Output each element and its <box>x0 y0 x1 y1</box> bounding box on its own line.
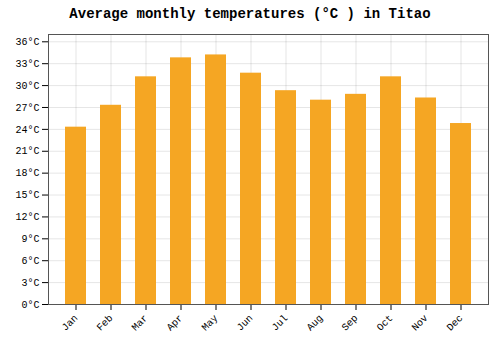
svg-text:12°C: 12°C <box>15 212 39 223</box>
svg-text:0°C: 0°C <box>21 300 39 311</box>
svg-text:Dec: Dec <box>445 313 466 334</box>
svg-text:6°C: 6°C <box>21 256 39 267</box>
svg-text:3°C: 3°C <box>21 278 39 289</box>
svg-text:21°C: 21°C <box>15 146 39 157</box>
svg-text:Aug: Aug <box>305 313 326 334</box>
svg-text:Oct: Oct <box>375 313 396 334</box>
svg-text:Feb: Feb <box>95 313 116 334</box>
svg-text:Apr: Apr <box>165 313 186 334</box>
svg-text:15°C: 15°C <box>15 190 39 201</box>
svg-text:Jul: Jul <box>270 313 291 334</box>
svg-text:Sep: Sep <box>340 313 361 334</box>
svg-text:Nov: Nov <box>410 313 431 334</box>
svg-text:36°C: 36°C <box>15 37 39 48</box>
svg-text:Jun: Jun <box>235 313 256 334</box>
svg-text:24°C: 24°C <box>15 125 39 136</box>
html-text:Average monthly temperatures (: Average monthly temperatures (°C ) in Ti… <box>69 6 431 22</box>
svg-text:May: May <box>200 313 221 334</box>
svg-text:9°C: 9°C <box>21 234 39 245</box>
svg-text:33°C: 33°C <box>15 59 39 70</box>
svg-text:30°C: 30°C <box>15 81 39 92</box>
svg-text:Mar: Mar <box>130 313 151 334</box>
svg-text:Jan: Jan <box>60 313 81 334</box>
svg-text:27°C: 27°C <box>15 103 39 114</box>
svg-text:18°C: 18°C <box>15 168 39 179</box>
